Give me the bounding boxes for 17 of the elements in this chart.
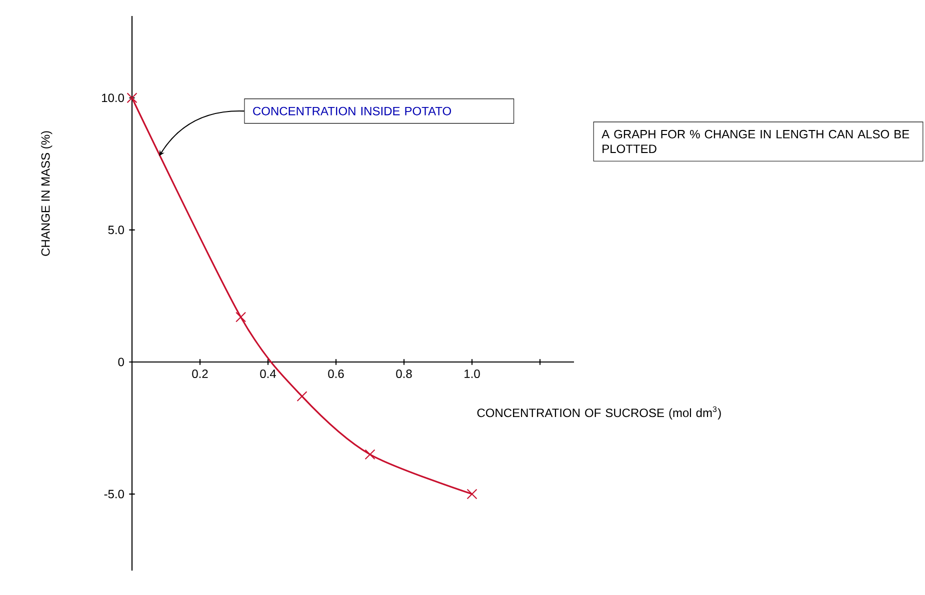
x-tick-label: 0.8: [396, 370, 412, 378]
y-tick-label: -5.0: [104, 490, 124, 498]
x-tick-label: 1.0: [464, 370, 480, 378]
x-axis-title: CONCENTRATION OF SUCROSE (mol dm$^{3}$): [477, 406, 721, 420]
y-tick-label: 10.0: [102, 94, 124, 102]
x-tick-label: 0.6: [328, 370, 344, 378]
x-tick-label: 0.4: [260, 370, 276, 378]
text: A GRAPH FOR % CHANGE IN LENGTH CAN ALSO BE PLOTTED: [602, 130, 910, 154]
y-tick-label: 0: [118, 358, 124, 366]
y-axis-title: CHANGE IN MASS (%): [40, 131, 52, 256]
point: [236, 312, 246, 322]
point: [364, 449, 376, 460]
y-tick-label: 5.0: [108, 226, 124, 234]
x-tick-label: 0.2: [192, 370, 208, 378]
point: [126, 92, 138, 104]
point: [466, 488, 478, 500]
annotation: CONCENTRATION INSIDE POTATO: [253, 106, 452, 116]
